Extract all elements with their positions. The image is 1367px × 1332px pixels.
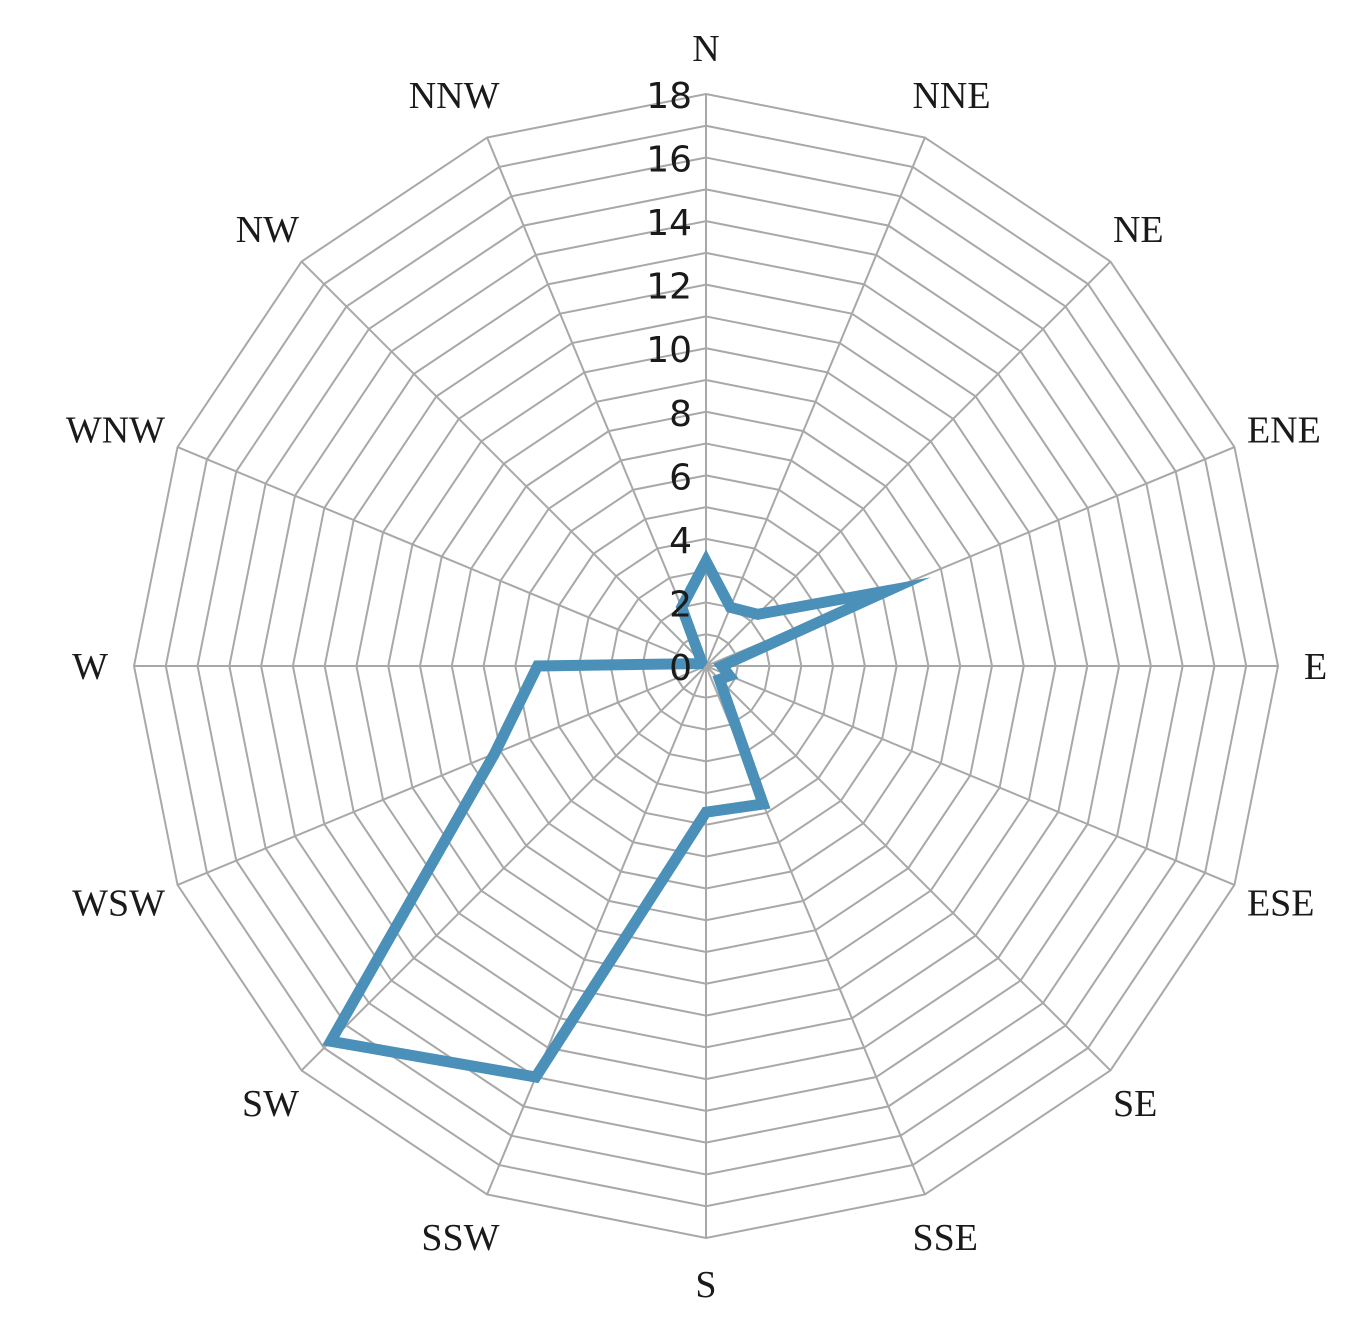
direction-label-wsw: WSW <box>72 882 165 924</box>
tick-label-6: 6 <box>669 457 692 498</box>
spoke-nw <box>300 260 707 667</box>
spoke-se <box>705 665 1112 1072</box>
series-group <box>322 549 931 1084</box>
direction-label-wnw: WNW <box>66 410 165 452</box>
direction-label-e: E <box>1304 646 1327 688</box>
tick-label-18: 18 <box>646 76 692 117</box>
direction-label-ese: ESE <box>1247 882 1315 924</box>
direction-label-n: N <box>692 28 719 70</box>
tick-label-14: 14 <box>646 203 692 244</box>
spoke-wsw <box>177 665 707 886</box>
tick-label-8: 8 <box>669 394 692 435</box>
series-line-0 <box>322 549 931 1084</box>
direction-label-ene: ENE <box>1247 410 1321 452</box>
direction-label-nw: NW <box>236 209 299 251</box>
radial-tick-labels: 0 2 4 6 8 10 12 14 16 18 <box>646 76 692 689</box>
spoke-nne <box>705 137 926 667</box>
tick-label-2: 2 <box>669 584 692 625</box>
spoke-nnw <box>486 137 707 667</box>
direction-label-ssw: SSW <box>421 1217 499 1259</box>
direction-label-nnw: NNW <box>409 75 500 117</box>
spoke-wnw <box>177 446 707 667</box>
grid-spokes <box>134 94 1278 1238</box>
spoke-ne <box>705 260 1112 667</box>
direction-label-ne: NE <box>1113 209 1164 251</box>
tick-label-16: 16 <box>646 140 692 181</box>
tick-label-4: 4 <box>669 521 692 562</box>
direction-labels: N NNE NE ENE E ESE SE SSE S SSW SW WSW W WNW NW NNW <box>66 28 1327 1306</box>
direction-label-w: W <box>72 646 108 688</box>
tick-label-12: 12 <box>646 267 692 308</box>
spoke-ese <box>705 665 1235 886</box>
direction-label-se: SE <box>1113 1083 1157 1125</box>
tick-label-10: 10 <box>646 330 692 371</box>
tick-label-0: 0 <box>669 648 692 689</box>
direction-label-sw: SW <box>242 1083 299 1125</box>
direction-label-nne: NNE <box>912 75 990 117</box>
direction-label-sse: SSE <box>912 1217 977 1259</box>
spoke-ssw <box>486 665 707 1195</box>
direction-label-s: S <box>695 1264 716 1306</box>
spoke-sw <box>300 665 707 1072</box>
